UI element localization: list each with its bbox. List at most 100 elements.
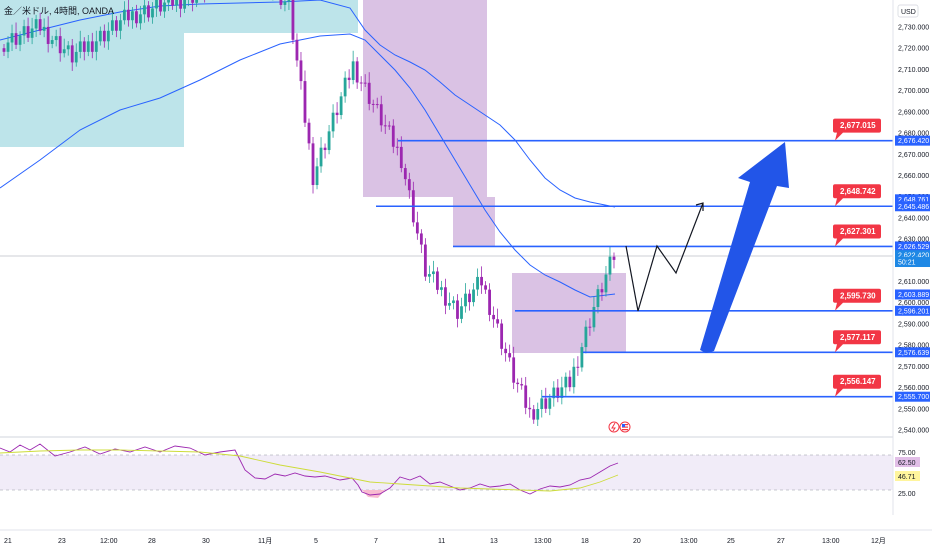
price-tag: 2,596.201 <box>898 308 929 315</box>
price-tick: 2,540.000 <box>898 428 929 435</box>
candle-body <box>444 287 447 306</box>
candle-body <box>114 20 118 31</box>
price-tag: 2,648.761 <box>898 197 929 204</box>
price-tag-box <box>895 250 930 261</box>
candle-body <box>407 179 411 191</box>
currency-label-box <box>897 4 919 18</box>
candle-body <box>98 30 102 42</box>
price-tag-box <box>895 347 930 358</box>
candle-body <box>62 49 66 54</box>
candle-body <box>399 146 403 169</box>
symbol-title[interactable]: 金／米ドル, 4時間, OANDA <box>4 5 114 16</box>
price-tick: 2,630.000 <box>898 237 929 244</box>
lightning-icon[interactable] <box>608 421 620 433</box>
price-tick: 2,550.000 <box>898 406 929 413</box>
rsi-value-tag-box <box>895 457 920 467</box>
candle-body <box>472 289 475 303</box>
candle-body <box>18 35 22 45</box>
candle-body <box>30 28 34 38</box>
price-tag-box <box>895 194 930 205</box>
candle-body <box>379 104 383 126</box>
time-label: 11月 <box>258 537 272 545</box>
candle-body <box>359 82 363 84</box>
price-tick: 2,570.000 <box>898 364 929 371</box>
us-flag-icon[interactable] <box>619 421 631 433</box>
price-tag-box <box>895 257 930 268</box>
candle-body <box>139 14 142 24</box>
candle-body <box>460 306 463 319</box>
time-label: 18 <box>581 538 589 545</box>
candle-body <box>572 366 576 388</box>
candle-body <box>279 0 283 5</box>
candle-body <box>387 125 391 127</box>
candle-body <box>464 293 467 307</box>
candle-body <box>42 26 46 31</box>
candle-body <box>476 276 479 290</box>
candle-body <box>612 256 616 260</box>
candle-body <box>588 326 592 328</box>
price-tag: 2,645.486 <box>898 204 929 211</box>
candle-body <box>592 306 596 328</box>
candle-body <box>432 271 435 275</box>
time-label: 28 <box>148 538 156 545</box>
time-label: 25 <box>727 538 735 545</box>
candle-body <box>331 112 335 132</box>
candle-body <box>423 244 427 277</box>
rsi-pane <box>0 436 932 498</box>
candle-body <box>283 1 287 5</box>
candle-body <box>339 96 343 116</box>
candle-body <box>343 77 347 97</box>
time-label: 12月 <box>871 537 886 545</box>
candle-body <box>6 42 10 52</box>
price-tick: 2,590.000 <box>898 321 929 328</box>
zones-layer <box>0 0 626 353</box>
price-tag-box <box>895 289 930 300</box>
price-tag-box <box>895 135 930 146</box>
level-callout-text: 2,677.015 <box>840 121 876 130</box>
rsi-ma-line <box>0 449 619 492</box>
price-tick: 2,560.000 <box>898 385 929 392</box>
price-tick: 2,670.000 <box>898 152 929 159</box>
candle-body <box>375 104 379 106</box>
rsi-tick-25: 25.00 <box>898 491 916 498</box>
candle-body <box>347 77 351 81</box>
candle-body <box>391 125 395 147</box>
time-label: 20 <box>633 538 641 545</box>
time-label: 23 <box>58 538 66 545</box>
candles-layer <box>2 0 616 426</box>
candle-body <box>516 382 520 385</box>
price-tick: 2,710.000 <box>898 67 929 74</box>
price-tag: 2,603.889 <box>898 292 929 299</box>
candle-body <box>315 166 319 186</box>
price-tag-box <box>895 391 930 402</box>
candle-body <box>552 387 556 399</box>
candle-body <box>403 168 407 180</box>
candle-body <box>50 40 54 44</box>
currency-label: USD <box>901 9 916 16</box>
candle-body <box>448 303 451 306</box>
candle-body <box>395 146 399 148</box>
level-callout <box>833 224 881 247</box>
candle-body <box>66 45 70 50</box>
time-label: 11 <box>438 538 445 545</box>
candle-body <box>436 271 439 290</box>
candle-body <box>524 385 528 408</box>
candle-body <box>179 0 182 9</box>
purple-zone-high <box>363 0 487 197</box>
candle-body <box>323 147 327 151</box>
level-callout <box>833 184 881 207</box>
time-label: 13:00 <box>822 538 840 545</box>
candle-body <box>34 19 38 29</box>
price-tag: 2,555.700 <box>898 394 929 401</box>
time-label: 13:00 <box>534 538 552 545</box>
candle-body <box>131 11 134 21</box>
candle-body <box>355 61 359 83</box>
level-callouts: 2,677.015 2,648.742 2,627.301 2,595.730 2,57… <box>833 118 881 397</box>
candle-body <box>183 0 186 9</box>
projection-arrowhead <box>695 202 704 211</box>
candle-body <box>291 0 295 40</box>
time-axis[interactable]: 21 23 12:00 28 30 11月 5 7 11 13 13:00 18 20 13:00 25 27… <box>4 537 886 545</box>
candle-body <box>576 366 580 368</box>
candle-body <box>10 33 14 43</box>
